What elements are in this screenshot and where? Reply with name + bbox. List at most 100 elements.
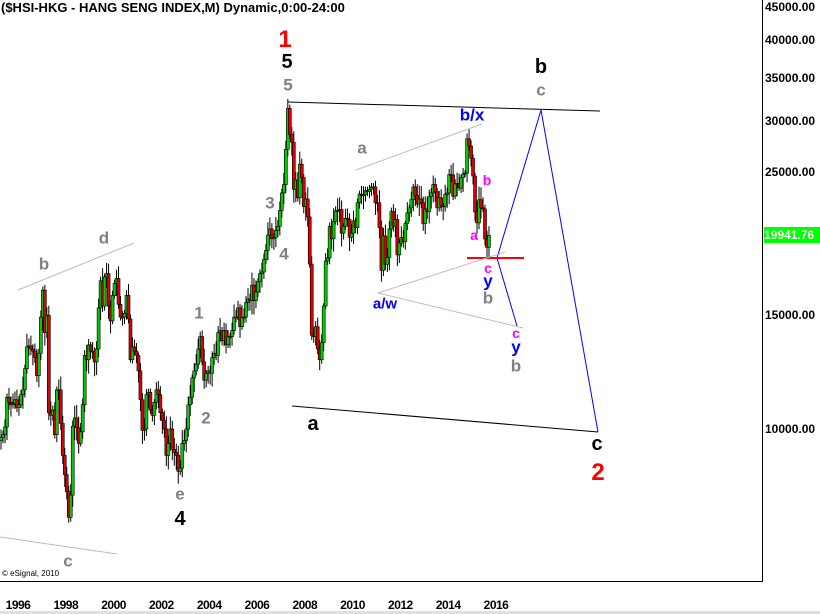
candle bbox=[471, 157, 475, 177]
wave-label: a/w bbox=[372, 295, 398, 313]
candle bbox=[196, 348, 200, 365]
plot-area[interactable]: ($HSI-HKG - HANG SENG INDEX,M) Dynamic,0… bbox=[0, 0, 763, 582]
wave-label: a bbox=[470, 227, 478, 243]
candle bbox=[204, 372, 208, 381]
candle bbox=[136, 355, 141, 372]
candle bbox=[288, 108, 292, 135]
candle bbox=[96, 307, 101, 350]
candle bbox=[82, 355, 87, 406]
candle bbox=[291, 141, 296, 190]
x-tick-label: 1996 bbox=[5, 598, 31, 612]
projection-path-y bbox=[496, 257, 518, 327]
wave-label: c bbox=[591, 433, 603, 455]
candle bbox=[192, 370, 197, 379]
candle bbox=[62, 455, 67, 475]
wave-label: c bbox=[536, 80, 546, 100]
candle bbox=[116, 278, 121, 305]
candle bbox=[413, 186, 418, 196]
y-tick-label: 35000.00 bbox=[765, 70, 816, 85]
x-tick-label: 2016 bbox=[483, 598, 509, 612]
candle bbox=[140, 399, 145, 431]
candle bbox=[341, 225, 346, 234]
candle bbox=[23, 368, 27, 391]
candle bbox=[0, 437, 3, 441]
candle bbox=[186, 404, 191, 430]
candle bbox=[403, 223, 408, 242]
candle bbox=[138, 370, 143, 401]
candle bbox=[78, 431, 83, 444]
x-tick-label: 1998 bbox=[53, 598, 79, 612]
lower-channel-line bbox=[291, 405, 599, 433]
candle bbox=[319, 342, 324, 361]
candle bbox=[307, 216, 312, 265]
wave-label: 1 bbox=[194, 303, 204, 323]
x-tick-label: 2008 bbox=[292, 598, 318, 612]
candle bbox=[459, 177, 463, 189]
wave-label: a bbox=[357, 138, 367, 158]
wave-label: 5 bbox=[283, 75, 293, 95]
candle bbox=[232, 316, 236, 331]
candle bbox=[94, 348, 99, 363]
candle bbox=[156, 389, 161, 396]
candle bbox=[258, 273, 262, 283]
candle bbox=[118, 303, 123, 318]
candle bbox=[339, 209, 344, 234]
candle bbox=[264, 250, 268, 260]
candle bbox=[278, 210, 282, 227]
candle bbox=[58, 389, 63, 424]
y-tick-label: 15000.00 bbox=[765, 308, 816, 323]
candle bbox=[3, 426, 7, 435]
candle bbox=[7, 396, 11, 403]
candle bbox=[240, 316, 244, 327]
candle bbox=[102, 276, 107, 307]
candle bbox=[162, 420, 167, 430]
wave-lines bbox=[0, 101, 601, 555]
candle bbox=[315, 326, 320, 350]
candle bbox=[262, 259, 266, 273]
candle bbox=[407, 207, 412, 214]
copyright-text: © eSignal, 2010 bbox=[2, 569, 60, 578]
candle bbox=[387, 228, 392, 258]
x-tick-label: 2000 bbox=[101, 598, 126, 612]
candle bbox=[17, 404, 21, 408]
scrollbar[interactable] bbox=[0, 611, 820, 614]
y-tick-label: 45000.00 bbox=[765, 0, 816, 15]
candle bbox=[321, 305, 326, 344]
candle bbox=[405, 212, 410, 224]
candle bbox=[25, 346, 29, 369]
candle bbox=[112, 283, 117, 296]
candle bbox=[174, 452, 179, 456]
wave-label: 5 bbox=[281, 51, 293, 73]
candle bbox=[367, 188, 372, 192]
candle bbox=[172, 449, 177, 453]
x-tick-label: 2004 bbox=[196, 598, 222, 612]
candle bbox=[216, 332, 220, 356]
wave-label: e bbox=[175, 484, 185, 504]
candle bbox=[266, 234, 270, 251]
candle bbox=[180, 443, 185, 469]
candle bbox=[166, 443, 171, 456]
x-tick-label: 2012 bbox=[388, 598, 413, 612]
y-tick-label: 10000.00 bbox=[765, 422, 816, 436]
candle bbox=[47, 314, 51, 413]
wave-label: c bbox=[63, 551, 73, 571]
candle bbox=[64, 474, 69, 492]
candle bbox=[461, 173, 465, 178]
candle bbox=[210, 357, 214, 374]
wave-label: y bbox=[483, 271, 493, 291]
candle bbox=[33, 350, 37, 358]
wave-label: 2 bbox=[591, 459, 605, 486]
x-tick-label: 2002 bbox=[149, 598, 174, 612]
candle bbox=[439, 197, 443, 207]
wave-label: c bbox=[484, 260, 492, 276]
wave-label: 3 bbox=[265, 193, 275, 213]
wave-label: b bbox=[482, 172, 492, 188]
candle bbox=[54, 389, 59, 435]
candle bbox=[409, 199, 414, 209]
candle bbox=[178, 467, 183, 472]
candle bbox=[110, 295, 115, 322]
candle bbox=[188, 396, 193, 406]
upper-channel-line bbox=[287, 101, 601, 112]
candle bbox=[152, 401, 157, 416]
candle bbox=[148, 391, 153, 411]
